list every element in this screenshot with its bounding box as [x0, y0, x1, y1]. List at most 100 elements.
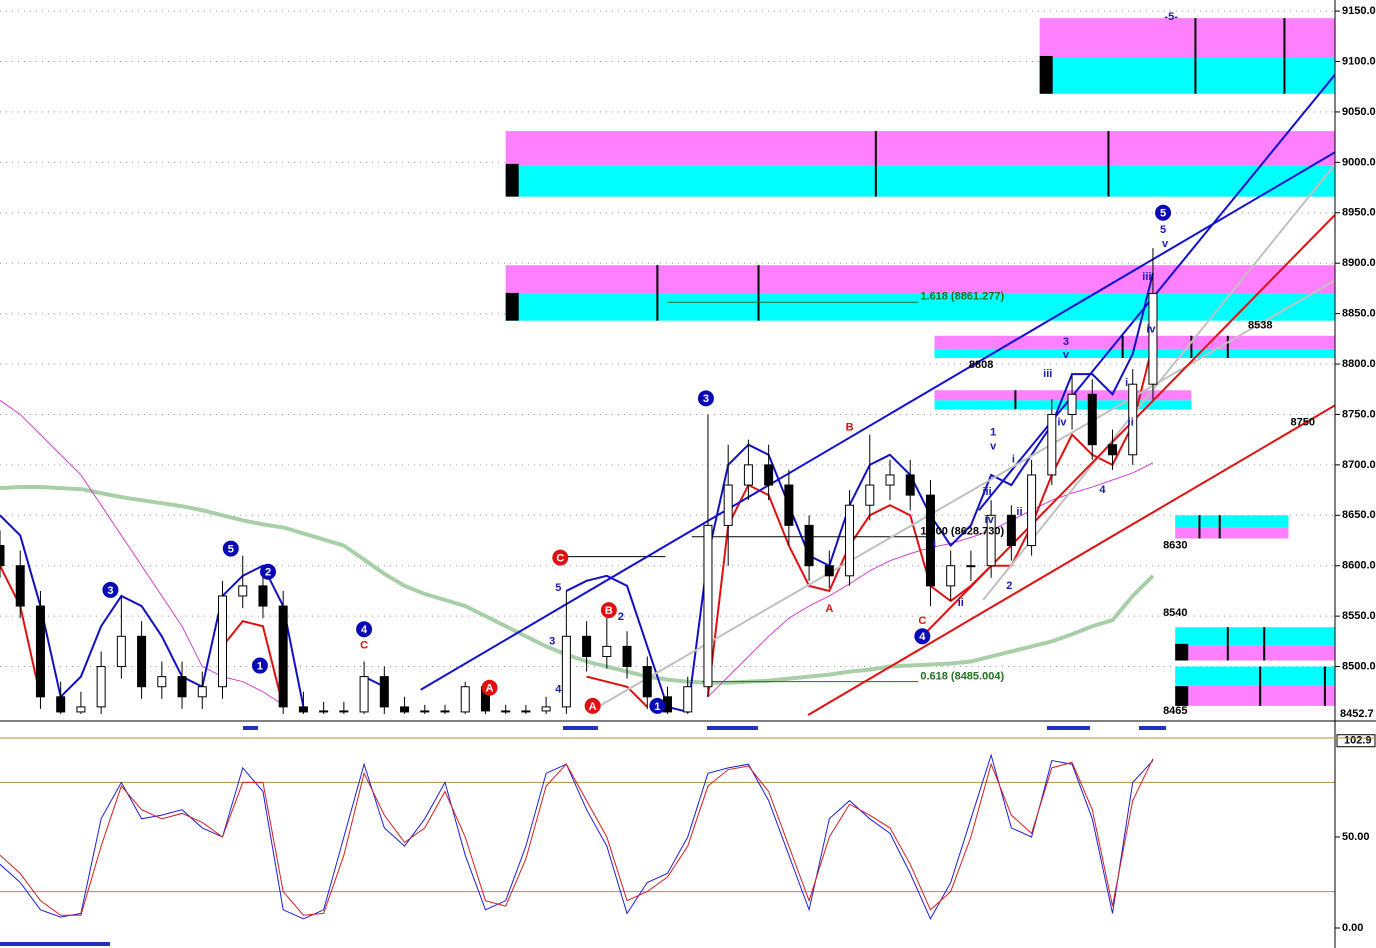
y-tick-label: 9000.00: [1342, 156, 1376, 168]
wave-label: B: [605, 605, 613, 617]
last-price-label: 8452.7: [1340, 708, 1374, 720]
annotation: 5: [1160, 224, 1166, 236]
annotation: 8630: [1163, 539, 1187, 551]
y-tick-label: 0.00: [1342, 922, 1363, 934]
wave-label: A: [486, 683, 494, 695]
candle-body: [359, 676, 369, 713]
zone-cyan: [934, 348, 1335, 358]
wave-marker: [649, 697, 666, 714]
zone-anchor: [505, 292, 519, 321]
annotation: 1.000 (8628.730): [920, 525, 1004, 537]
candle-body: [0, 545, 5, 567]
candle-body: [1027, 474, 1037, 547]
annotation: v: [1162, 238, 1169, 250]
candle-body: [784, 484, 794, 526]
candle-body: [501, 710, 511, 713]
trend-line: [917, 214, 1335, 642]
annotation: 4: [555, 684, 562, 696]
annotation: ii: [1016, 506, 1022, 518]
wave-marker: [222, 540, 239, 557]
candle-body: [986, 514, 996, 567]
candle-body: [96, 666, 106, 708]
y-tick-label: 8750.00: [1342, 408, 1376, 420]
trend-line: [982, 163, 1335, 601]
annotation: -5-: [1164, 11, 1178, 23]
annotation: C: [360, 639, 368, 651]
trend-line: [420, 151, 1335, 691]
annotation: 3: [549, 635, 555, 647]
wave-label: 2: [265, 567, 271, 579]
annotation: 8540: [1163, 607, 1187, 619]
zone-cyan: [505, 165, 1335, 197]
y-tick-label: 8850.00: [1342, 308, 1376, 320]
zone-cyan: [505, 293, 1335, 321]
zone-cyan: [934, 400, 1192, 410]
annotation: iv: [985, 514, 995, 526]
wave-label: A: [589, 701, 597, 713]
annotation: v: [1063, 349, 1070, 361]
zone-magenta: [1175, 645, 1335, 661]
annotation: 1.618 (8861.277): [920, 290, 1004, 302]
wave-marker: [584, 697, 601, 714]
candle-body: [966, 565, 976, 568]
zone-anchor: [1175, 686, 1189, 706]
annotation: C: [918, 615, 926, 627]
wave-label: 4: [919, 631, 926, 643]
annotation: i: [1012, 454, 1015, 466]
wave-marker: [481, 679, 498, 696]
annotation: iv: [1146, 324, 1156, 336]
y-tick-label: 9050.00: [1342, 106, 1376, 118]
candle-body: [258, 585, 268, 607]
candle-body: [905, 474, 915, 496]
candle-body: [1148, 292, 1158, 385]
y-tick-label: 8650.00: [1342, 509, 1376, 521]
zone-cyan: [1039, 57, 1335, 94]
annotation: 8750: [1291, 416, 1315, 428]
candle-body: [541, 706, 551, 712]
annotation: i: [1125, 377, 1128, 389]
wave-marker: [914, 628, 931, 645]
wave-label: 1: [257, 660, 263, 672]
wave-marker: [260, 563, 277, 580]
trend-line: [807, 404, 1335, 716]
candle-body: [845, 504, 855, 577]
wave-marker: [356, 621, 373, 638]
zone-magenta: [1039, 18, 1335, 58]
annotation: iv: [1057, 416, 1067, 428]
candle-body: [278, 605, 288, 708]
candle-body: [925, 494, 935, 587]
candle-body: [339, 710, 349, 713]
zone-cyan: [1175, 627, 1335, 646]
candle-body: [743, 464, 753, 486]
last-value-label: 102.9: [1344, 735, 1372, 747]
candle-body: [521, 710, 531, 713]
annotation: B: [846, 421, 854, 433]
candle-body: [865, 484, 875, 506]
zone-anchor: [1175, 643, 1189, 661]
wave-marker: [251, 657, 268, 674]
annotation: i: [933, 538, 936, 550]
candle-body: [218, 595, 227, 688]
wave-label: 3: [107, 585, 113, 597]
candle-body: [15, 565, 25, 607]
y-tick-label: 9150.00: [1342, 5, 1376, 17]
zone-cyan: [1175, 666, 1335, 686]
candle-body: [683, 686, 693, 713]
candle-body: [460, 686, 470, 713]
candle-body: [1006, 514, 1016, 547]
candle-body: [177, 676, 187, 698]
annotation: 2: [1006, 580, 1012, 592]
zone-magenta: [1175, 527, 1289, 539]
wave-marker: [1155, 204, 1172, 221]
y-tick-label: 8700.00: [1342, 459, 1376, 471]
zone-magenta: [1175, 685, 1335, 706]
wave-marker: [552, 549, 569, 566]
candle-body: [804, 524, 814, 567]
y-tick-label: 50.00: [1342, 831, 1370, 843]
candle-body: [582, 635, 592, 657]
annotation: A: [825, 603, 833, 615]
annotation: 8538: [1248, 320, 1272, 332]
candle-body: [561, 635, 571, 708]
annotation: iii: [1142, 271, 1151, 283]
y-tick-label: 9100.00: [1342, 55, 1376, 67]
